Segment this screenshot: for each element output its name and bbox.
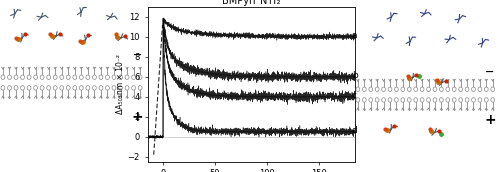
Circle shape [388,98,392,102]
Circle shape [484,87,488,92]
Circle shape [376,87,379,92]
Circle shape [80,86,84,90]
Circle shape [362,87,366,92]
Circle shape [40,86,44,90]
Circle shape [433,98,437,102]
Circle shape [132,86,136,90]
Circle shape [125,75,129,79]
Circle shape [1,86,5,90]
Circle shape [472,98,476,102]
Text: b: b [352,71,358,80]
Circle shape [376,98,379,102]
Circle shape [408,98,411,102]
Circle shape [472,87,476,92]
Circle shape [369,87,372,92]
Circle shape [382,98,386,102]
Circle shape [388,87,392,92]
Circle shape [92,75,96,79]
Circle shape [465,87,469,92]
Circle shape [446,98,450,102]
Circle shape [440,98,444,102]
Circle shape [80,75,84,79]
Circle shape [60,86,64,90]
Circle shape [34,75,38,79]
Circle shape [34,86,38,90]
Circle shape [440,87,444,92]
Circle shape [426,98,430,102]
Circle shape [73,86,76,90]
Circle shape [138,75,142,79]
Circle shape [14,75,18,79]
Circle shape [125,86,129,90]
Circle shape [47,75,50,79]
Circle shape [86,75,90,79]
Circle shape [394,87,398,92]
Circle shape [459,87,462,92]
Circle shape [8,75,12,79]
Circle shape [92,86,96,90]
Circle shape [132,75,136,79]
Circle shape [27,86,31,90]
Circle shape [27,75,31,79]
Circle shape [8,86,12,90]
Circle shape [40,75,44,79]
Circle shape [401,87,404,92]
Circle shape [420,98,424,102]
Circle shape [426,87,430,92]
Circle shape [106,75,110,79]
Circle shape [118,75,122,79]
Circle shape [112,75,116,79]
Circle shape [118,86,122,90]
Circle shape [491,98,494,102]
Circle shape [408,87,411,92]
Circle shape [420,87,424,92]
Circle shape [47,86,50,90]
Circle shape [73,75,76,79]
Text: a: a [352,31,358,40]
Circle shape [1,75,5,79]
Circle shape [382,87,386,92]
Circle shape [60,75,64,79]
Circle shape [459,98,462,102]
Y-axis label: ΔA₅₀₃nm × 10⁻²: ΔA₅₀₃nm × 10⁻² [116,54,125,114]
Circle shape [20,75,24,79]
Circle shape [414,98,418,102]
Text: +: + [484,113,496,127]
Circle shape [446,87,450,92]
Circle shape [99,86,103,90]
Text: −: − [485,67,494,77]
Circle shape [452,87,456,92]
Circle shape [356,87,360,92]
Circle shape [54,75,57,79]
Text: d: d [352,126,358,135]
Circle shape [433,87,437,92]
Circle shape [20,86,24,90]
Text: −: − [132,50,142,60]
Title: BMPyrr NTf₂: BMPyrr NTf₂ [222,0,280,6]
Circle shape [54,86,57,90]
Circle shape [465,98,469,102]
Circle shape [66,75,70,79]
Text: +: + [132,110,143,124]
Circle shape [414,87,418,92]
Circle shape [86,86,90,90]
Circle shape [478,98,482,102]
Circle shape [394,98,398,102]
Circle shape [356,98,360,102]
Circle shape [452,98,456,102]
Circle shape [138,86,142,90]
Circle shape [112,86,116,90]
Circle shape [484,98,488,102]
Circle shape [106,86,110,90]
Circle shape [478,87,482,92]
Circle shape [99,75,103,79]
Circle shape [401,98,404,102]
Text: c: c [352,91,357,100]
Circle shape [66,86,70,90]
Circle shape [14,86,18,90]
Circle shape [491,87,494,92]
Circle shape [369,98,372,102]
Circle shape [362,98,366,102]
